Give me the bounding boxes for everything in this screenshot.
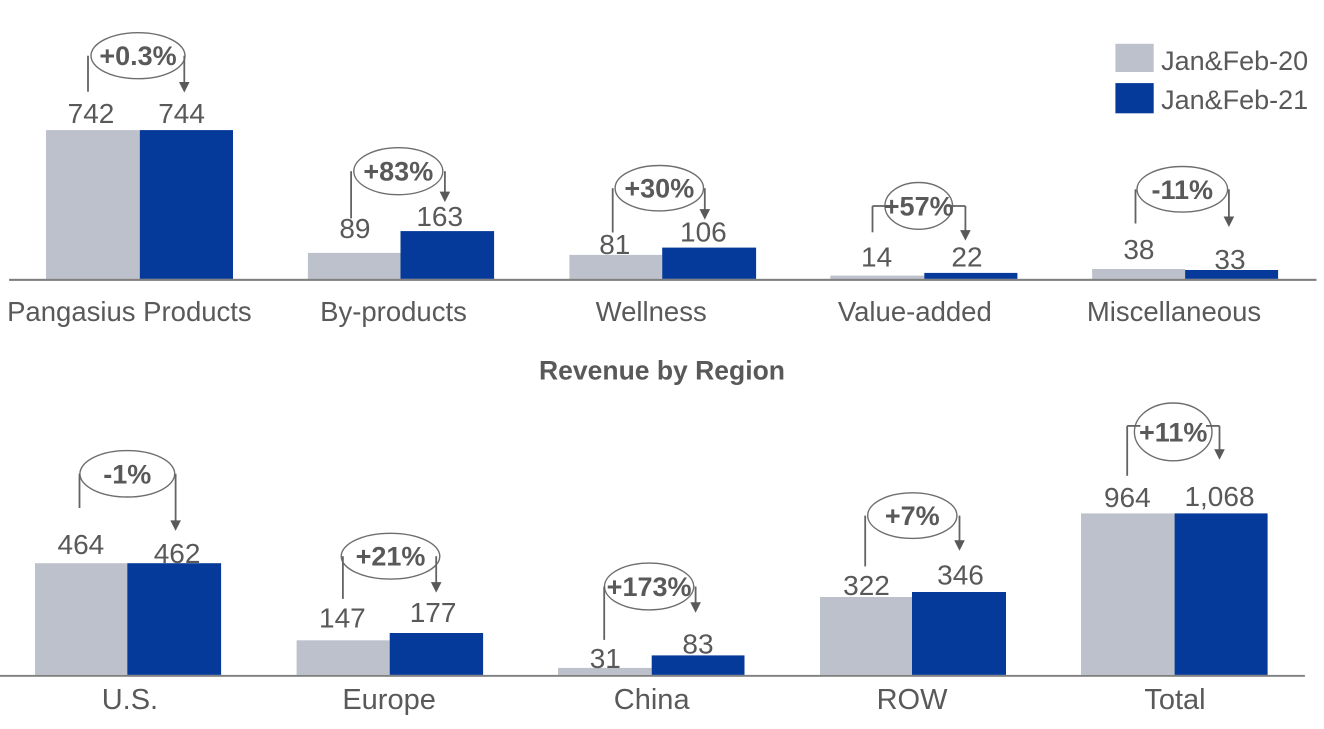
svg-text:1,068: 1,068: [1184, 481, 1254, 512]
svg-text:+11%: +11%: [1139, 417, 1207, 447]
svg-text:964: 964: [1104, 482, 1151, 513]
svg-text:+30%: +30%: [624, 174, 694, 204]
svg-text:+173%: +173%: [607, 572, 692, 602]
svg-text:Wellness: Wellness: [596, 296, 707, 327]
svg-text:Value-added: Value-added: [838, 296, 992, 327]
svg-text:-1%: -1%: [103, 459, 151, 489]
svg-text:322: 322: [843, 570, 890, 601]
svg-text:Revenue by Region: Revenue by Region: [539, 356, 785, 386]
svg-text:106: 106: [680, 216, 727, 247]
svg-text:38: 38: [1123, 234, 1154, 265]
svg-text:China: China: [614, 684, 691, 716]
svg-text:+21%: +21%: [356, 542, 426, 572]
svg-text:Jan&Feb-21: Jan&Feb-21: [1161, 85, 1308, 115]
svg-text:31: 31: [590, 643, 621, 674]
svg-text:Jan&Feb-20: Jan&Feb-20: [1161, 46, 1308, 76]
svg-text:462: 462: [154, 538, 201, 569]
svg-text:744: 744: [158, 98, 205, 129]
svg-text:+57%: +57%: [884, 191, 954, 221]
svg-text:Total: Total: [1144, 684, 1205, 716]
svg-text:14: 14: [861, 242, 892, 273]
svg-text:147: 147: [319, 603, 366, 634]
svg-text:-11%: -11%: [1152, 175, 1214, 205]
svg-text:Pangasius Products: Pangasius Products: [7, 296, 252, 327]
svg-text:464: 464: [58, 529, 105, 560]
svg-text:177: 177: [410, 597, 457, 628]
svg-text:U.S.: U.S.: [102, 684, 158, 716]
svg-text:346: 346: [937, 560, 984, 591]
svg-text:Miscellaneous: Miscellaneous: [1087, 296, 1261, 327]
svg-text:742: 742: [68, 98, 115, 129]
svg-text:+7%: +7%: [885, 501, 940, 531]
svg-text:By-products: By-products: [320, 296, 467, 327]
svg-text:81: 81: [599, 229, 630, 260]
svg-text:+0.3%: +0.3%: [99, 41, 176, 71]
svg-text:89: 89: [339, 213, 370, 244]
svg-text:+83%: +83%: [363, 157, 433, 187]
svg-text:Europe: Europe: [342, 684, 436, 716]
svg-text:ROW: ROW: [877, 684, 949, 716]
svg-text:83: 83: [682, 628, 713, 659]
svg-text:33: 33: [1214, 244, 1245, 275]
svg-text:163: 163: [416, 201, 463, 232]
svg-text:22: 22: [951, 242, 982, 273]
